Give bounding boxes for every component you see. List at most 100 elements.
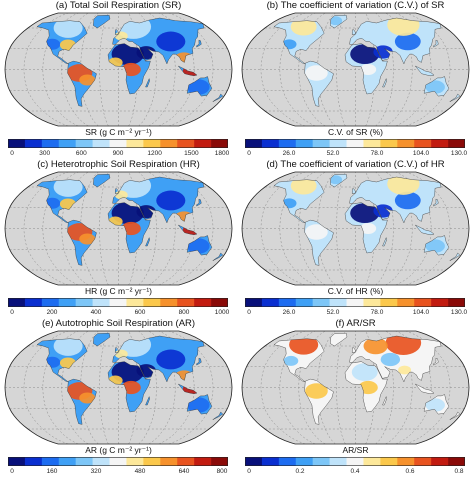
value-region	[79, 74, 96, 86]
coastline-samerica	[304, 378, 334, 425]
graticule-line	[279, 331, 316, 444]
colorbar	[8, 298, 228, 307]
value-region	[156, 31, 186, 52]
coastline-australia	[186, 394, 213, 415]
colorbar-swatch	[177, 457, 195, 466]
value-region	[114, 190, 128, 200]
colorbar-tick-label: 800	[178, 309, 190, 316]
colorbar-swatch	[177, 139, 195, 148]
colorbar-tick-label: 78.0	[370, 150, 384, 157]
panel-title: (f) AR/SR	[335, 318, 376, 329]
colorbar-tick-label: 800	[216, 468, 228, 475]
colorbar-swatch	[126, 457, 144, 466]
graticule-line	[375, 331, 394, 444]
colorbar-ticks: 0 200 400 600 800 1000	[8, 307, 229, 318]
colorbar-tick-label: 160	[46, 468, 58, 475]
coastline-australia	[186, 76, 213, 97]
colorbar	[8, 457, 228, 466]
colorbar-swatch	[8, 139, 26, 148]
colorbar-label: SR (g C m⁻² yr⁻¹)	[85, 127, 152, 137]
globe-outline	[4, 171, 233, 286]
coastline-eurasia	[112, 176, 205, 224]
value-region	[53, 18, 83, 38]
colorbar-swatch	[363, 298, 381, 307]
coastline-madagascar	[145, 395, 150, 406]
colorbar-tick-label: 0.2	[295, 468, 305, 475]
graticule-line	[99, 331, 109, 444]
colorbar-swatch	[278, 457, 297, 466]
colorbar-tick-label: 0	[247, 309, 251, 316]
colorbar-swatch	[211, 298, 228, 307]
coastline-uk	[351, 346, 357, 353]
coastline-namerica	[273, 20, 325, 65]
colorbar-swatch	[245, 298, 263, 307]
coastline-newzealand	[449, 93, 461, 102]
coastline-uk	[114, 28, 120, 35]
value-region	[305, 65, 328, 81]
value-region	[380, 352, 401, 367]
colorbar-swatch	[380, 298, 398, 307]
coastline-eurasia	[112, 335, 205, 383]
colorbar-swatch	[278, 139, 297, 148]
value-region	[283, 355, 299, 366]
coastline-madagascar	[382, 77, 387, 88]
map-svg	[241, 171, 470, 286]
colorbar-tick-label: 0.6	[405, 468, 415, 475]
colorbar-swatch	[431, 457, 449, 466]
colorbar-border	[8, 298, 228, 307]
colorbar-swatch	[58, 457, 76, 466]
colorbar-border	[8, 139, 228, 148]
colorbar-label: AR/SR	[342, 445, 369, 455]
coastline-africa	[344, 202, 388, 254]
coastline-greenland	[93, 173, 111, 188]
value-region	[53, 177, 83, 197]
coastline-newzealand	[212, 93, 224, 102]
colorbar-swatch	[143, 139, 161, 148]
colorbar-ticks: 0 26.0 52.0 78.0 104.0 130.0	[245, 148, 467, 159]
coastline-greenland	[93, 14, 111, 29]
colorbar-swatch	[414, 298, 432, 307]
colorbar-swatch	[160, 457, 178, 466]
coastline-greenland	[330, 173, 348, 188]
coastline-samerica	[67, 378, 97, 425]
colorbar-border	[245, 457, 465, 466]
colorbar-swatch	[431, 139, 449, 148]
panel-title: (c) Heterotrophic Soil Respiration (HR)	[37, 159, 200, 170]
colorbar-swatch	[194, 298, 212, 307]
panel-e: (e) Autotrophic Soil Respiration (AR) AR…	[0, 318, 237, 477]
colorbar-swatch	[8, 298, 26, 307]
coastline-eurasia	[349, 17, 442, 65]
colorbar-swatch	[75, 298, 93, 307]
colorbar-tick-label: 78.0	[370, 309, 384, 316]
colorbar-tick-label: 0.4	[350, 468, 360, 475]
value-region	[373, 45, 393, 59]
colorbar-label: AR (g C m⁻² yr⁻¹)	[85, 445, 152, 455]
value-region	[290, 176, 317, 195]
coastline-madagascar	[145, 77, 150, 88]
colorbar-swatch	[380, 457, 398, 466]
colorbar-swatch	[261, 457, 280, 466]
value-region	[398, 365, 412, 375]
value-region	[360, 222, 377, 235]
graticule-line	[336, 331, 346, 444]
colorbar-tick-label: 52.0	[326, 150, 340, 157]
world-map	[4, 12, 233, 127]
colorbar	[245, 457, 465, 466]
colorbar-swatch	[312, 139, 330, 148]
graticule-line	[336, 13, 346, 126]
colorbar-tick-label: 200	[46, 309, 58, 316]
panel-title: (b) The coefficient of variation (C.V.) …	[266, 0, 445, 11]
colorbar	[245, 298, 465, 307]
colorbar-swatch	[160, 298, 178, 307]
value-region	[79, 233, 96, 245]
coastline-namerica	[273, 179, 325, 224]
value-region	[114, 349, 128, 359]
panel-d: (d) The coefficient of variation (C.V.) …	[237, 159, 474, 318]
panel-a: (a) Total Soil Respiration (SR) SR (g C …	[0, 0, 237, 159]
colorbar-swatch	[312, 457, 330, 466]
coastline-eurasia	[349, 176, 442, 224]
coastline-newzealand	[449, 411, 461, 420]
value-region	[156, 190, 186, 211]
graticule-line	[42, 13, 79, 126]
colorbar-swatch	[312, 298, 330, 307]
